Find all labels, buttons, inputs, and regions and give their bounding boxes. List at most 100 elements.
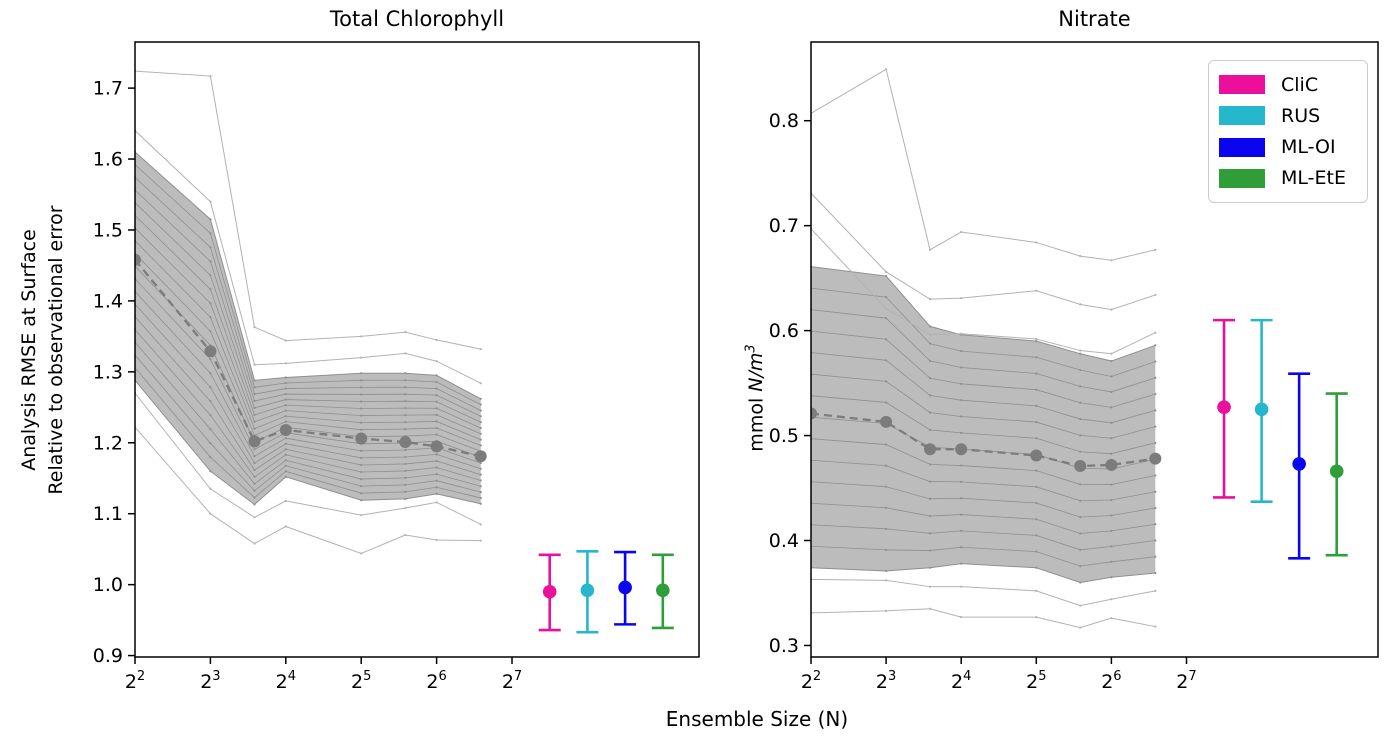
ensemble-member-line-vertex bbox=[435, 486, 438, 489]
ensemble-member-line-vertex bbox=[884, 359, 888, 362]
ensemble-outlier-line-vertex bbox=[1154, 589, 1157, 592]
ensemble-member-line-vertex bbox=[960, 464, 963, 467]
legend-label-ML-OI: ML-OI bbox=[1281, 136, 1336, 159]
ensemble-outlier-line-vertex bbox=[960, 332, 963, 335]
ensemble-outlier-line-vertex bbox=[284, 499, 287, 503]
errorbar-marker-RUS bbox=[580, 583, 595, 598]
ensemble-member-line-vertex bbox=[360, 463, 363, 467]
ensemble-outlier-line-vertex bbox=[253, 363, 256, 366]
ensemble-member-line bbox=[811, 309, 1156, 393]
ensemble-member-line bbox=[135, 253, 481, 446]
ensemble-outlier-line-vertex bbox=[1035, 616, 1038, 619]
ensemble-member-line-vertex bbox=[1079, 499, 1082, 502]
ensemble-member-line bbox=[811, 545, 1156, 567]
errorbar-ML-OI bbox=[614, 550, 637, 626]
ensemble-member-line-vertex bbox=[479, 444, 482, 447]
errorbar-ML-EtE bbox=[1325, 392, 1348, 557]
ensemble-outlier-line-vertex bbox=[435, 360, 438, 363]
ensemble-member-line-vertex bbox=[1079, 368, 1082, 372]
legend-item-ML-EtE: ML-EtE bbox=[1219, 164, 1357, 193]
ensemble-mean-marker bbox=[924, 443, 937, 456]
ensemble-member-line-vertex bbox=[1035, 356, 1038, 359]
panel-nitrate bbox=[811, 68, 1348, 629]
band-top-edge bbox=[135, 151, 481, 400]
ensemble-member-line-vertex bbox=[1079, 450, 1082, 453]
ensemble-outlier-line-vertex bbox=[960, 296, 963, 300]
ensemble-member-line-vertex bbox=[435, 394, 438, 397]
ensemble-member-line-vertex bbox=[1110, 529, 1113, 533]
ensemble-member-line bbox=[811, 373, 1156, 439]
ensemble-member-line-vertex bbox=[253, 427, 256, 430]
ensemble-outlier-line-vertex bbox=[960, 585, 963, 588]
x-tick-label: 23 bbox=[876, 669, 896, 693]
ensemble-member-line-vertex bbox=[284, 404, 287, 407]
y-tick-label: 1.6 bbox=[93, 149, 123, 171]
band-bottom-edge-vertex bbox=[1035, 566, 1038, 569]
ensemble-member-line-vertex bbox=[209, 372, 212, 375]
x-tick-label: 24 bbox=[276, 669, 296, 693]
ensemble-outlier-line-vertex bbox=[435, 338, 438, 342]
ensemble-mean-marker bbox=[811, 407, 817, 420]
ensemble-mean-marker bbox=[880, 415, 893, 428]
ensemble-member-line-vertex bbox=[360, 456, 363, 460]
ensemble-member-line-vertex bbox=[1035, 437, 1038, 440]
ensemble-outlier-line-vertex bbox=[284, 362, 287, 365]
ensemble-member-line-vertex bbox=[404, 386, 407, 389]
ensemble-member-line-vertex bbox=[435, 453, 438, 456]
ensemble-member-line-vertex bbox=[284, 459, 287, 462]
ensemble-outlier-line bbox=[135, 426, 481, 554]
ensemble-member-line-vertex bbox=[253, 420, 256, 423]
ensemble-member-line-vertex bbox=[209, 246, 212, 249]
errorbar-marker-CliC bbox=[542, 584, 557, 599]
ensemble-member-line-vertex bbox=[284, 420, 287, 423]
ensemble-outlier-line-vertex bbox=[1079, 626, 1082, 629]
ensemble-member-line bbox=[135, 278, 481, 458]
ensemble-outlier-line-vertex bbox=[1079, 349, 1082, 352]
ensemble-member-line-vertex bbox=[960, 399, 963, 402]
errorbar-RUS bbox=[576, 550, 599, 634]
axes-spines-total-chlorophyll bbox=[134, 41, 700, 658]
ensemble-member-line-vertex bbox=[884, 296, 888, 299]
ensemble-member-line-vertex bbox=[360, 386, 363, 389]
ensemble-member-line-vertex bbox=[360, 428, 363, 431]
ensemble-member-line-vertex bbox=[253, 468, 256, 472]
ensemble-member-line-vertex bbox=[360, 477, 363, 481]
ensemble-outlier-line-vertex bbox=[1035, 337, 1038, 341]
ensemble-outlier-line-vertex bbox=[960, 230, 963, 234]
ensemble-outlier-line bbox=[135, 130, 481, 384]
ensemble-member-line-vertex bbox=[209, 330, 212, 333]
ensemble-member-line-vertex bbox=[960, 366, 963, 369]
ensemble-member-line-vertex bbox=[960, 497, 963, 500]
ensemble-mean-marker bbox=[399, 436, 412, 449]
ensemble-member-line-vertex bbox=[360, 393, 363, 396]
ensemble-member-line-vertex bbox=[928, 549, 932, 552]
ensemble-member-line-vertex bbox=[360, 407, 363, 410]
ensemble-member-line-vertex bbox=[284, 442, 287, 445]
ensemble-member-line-vertex bbox=[928, 532, 932, 535]
ensemble-member-line-vertex bbox=[404, 427, 407, 431]
ensemble-member-line-vertex bbox=[884, 443, 888, 446]
legend-item-ML-OI: ML-OI bbox=[1219, 133, 1357, 162]
y-tick-label: 0.8 bbox=[769, 110, 799, 132]
ensemble-outlier-line-vertex bbox=[1110, 352, 1113, 355]
ensemble-member-line bbox=[135, 316, 481, 476]
band-top-edge-vertex bbox=[253, 379, 256, 382]
ensemble-outlier-line-vertex bbox=[479, 539, 482, 542]
ensemble-member-line-vertex bbox=[253, 475, 256, 479]
ensemble-member-line-vertex bbox=[209, 316, 212, 319]
legend-label-CliC: CliC bbox=[1281, 73, 1319, 96]
ensemble-member-line-vertex bbox=[479, 403, 482, 406]
ensemble-member-line-vertex bbox=[284, 464, 287, 467]
ensemble-member-line-vertex bbox=[404, 483, 407, 486]
ensemble-member-line-vertex bbox=[284, 409, 287, 412]
ensemble-member-line-vertex bbox=[928, 428, 932, 431]
errorbar-marker-RUS bbox=[1254, 402, 1269, 417]
ensemble-member-line bbox=[811, 287, 1156, 377]
ensemble-outlier-line-vertex bbox=[884, 307, 888, 310]
band-bottom-edge-vertex bbox=[360, 499, 363, 502]
ensemble-member-line-vertex bbox=[1110, 390, 1113, 394]
errorbar-CliC bbox=[538, 553, 561, 632]
ensemble-outlier-line-vertex bbox=[960, 616, 963, 619]
ensemble-member-line-vertex bbox=[928, 359, 932, 362]
ensemble-outlier-line-vertex bbox=[1035, 289, 1038, 292]
